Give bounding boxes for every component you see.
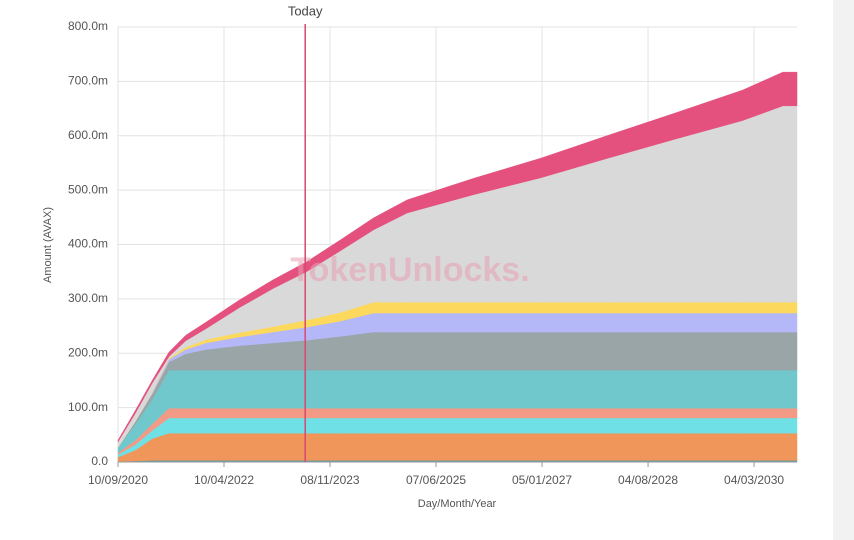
x-tick-label: 10/09/2020 [88,473,148,487]
x-tick-label: 07/06/2025 [406,473,466,487]
watermark: TokenUnlocks. [290,251,529,289]
x-tick-label: 04/08/2028 [618,473,678,487]
y-tick-label: 0.0 [91,454,108,468]
y-tick-label: 500.0m [68,182,108,196]
axes: 0.0 100.0m 200.0m 300.0m 400.0m 500.0m 600.0m 7… [68,3,797,487]
y-tick-label: 700.0m [68,74,108,88]
x-tick-label: 08/11/2023 [300,473,359,487]
y-tick-label: 100.0m [68,400,108,414]
x-axis-label: Day/Month/Year [418,498,497,510]
side-panel [833,0,854,540]
x-tick-label: 10/04/2022 [194,473,254,487]
areas [117,71,798,463]
area [117,71,798,443]
area [117,432,798,462]
y-axis-label: Amount (AVAX) [42,207,54,283]
x-tick-label: 04/03/2030 [724,473,784,487]
y-tick-label: 200.0m [68,345,108,359]
y-tick-label: 300.0m [68,291,108,305]
y-tick-label: 600.0m [68,128,108,142]
today-label: Today [288,3,323,18]
chart: TokenUnlocks. 0.0 100.0m 200.0m 300.0m 400.0… [42,3,798,510]
x-tick-label: 05/01/2027 [512,473,572,487]
y-tick-label: 800.0m [68,19,108,33]
y-tick-label: 400.0m [68,237,108,251]
